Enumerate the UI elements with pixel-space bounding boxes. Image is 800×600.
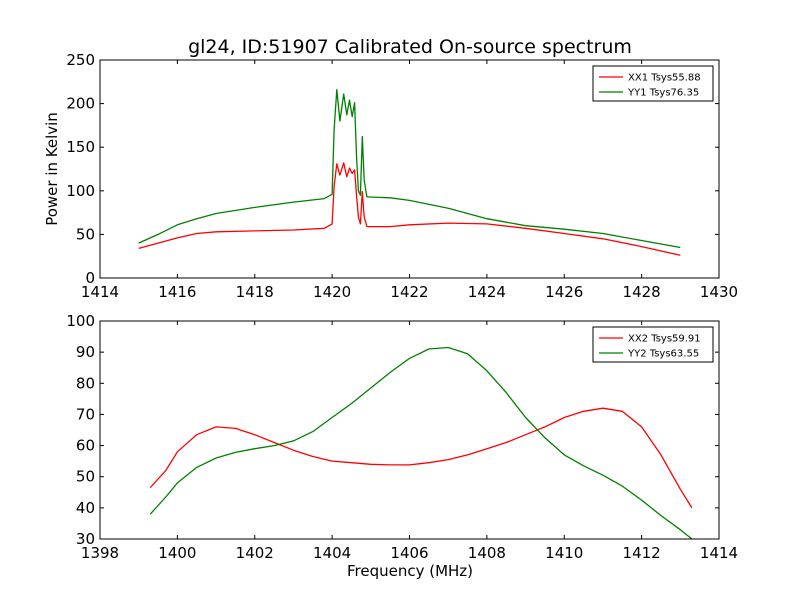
bottom-x-tick-label: 1398 [81,544,119,562]
bottom-y-tick-label: 90 [76,343,95,361]
top-y-axis-label: Power in Kelvin [43,112,61,226]
top-panel: 1414 1416 1418 1420 1422 1424 1426 1428 1430 0 50 1… [66,51,738,301]
top-y-tick-label: 250 [66,51,95,69]
bottom-y-tick-label: 70 [76,405,95,423]
top-x-tick-label: 1430 [700,283,738,301]
top-x-tick-label: 1426 [545,283,583,301]
top-y-tick-label: 200 [66,95,95,113]
chart-title: gl24, ID:51907 Calibrated On-source spec… [188,36,632,58]
bottom-legend-box [592,326,714,363]
bottom-series-line-1 [149,407,693,509]
bottom-y-tick-label: 50 [76,468,95,486]
bottom-legend-label-2: YY2 Tsys63.55 [627,349,699,360]
top-x-tick-label: 1422 [390,283,428,301]
top-legend-label-2: YY1 Tsys76.35 [627,88,699,99]
bottom-panel: 1398 1400 1402 1404 1406 1408 1410 1412 1414 30 40… [66,312,738,562]
top-y-tick-label: 100 [66,182,95,200]
top-legend-box [592,65,714,102]
top-x-tick-label: 1420 [313,283,351,301]
bottom-x-axis-label: Frequency (MHz) [347,562,473,580]
bottom-x-tick-label: 1402 [236,544,274,562]
bottom-x-tick-label: 1414 [700,544,738,562]
bottom-legend-label-1: XX2 Tsys59.91 [628,334,701,345]
bottom-x-tick-label: 1404 [313,544,351,562]
bottom-y-tick-label: 80 [76,374,95,392]
bottom-y-tick-label: 60 [76,437,95,455]
top-legend: XX1 Tsys55.88 YY1 Tsys76.35 [592,65,714,102]
bottom-y-tick-label: 100 [66,312,95,330]
top-x-tick-label: 1424 [468,283,506,301]
top-x-tick-label: 1428 [623,283,661,301]
bottom-y-tick-label: 30 [76,530,95,548]
top-y-tick-label: 50 [76,225,95,243]
bottom-x-tick-label: 1406 [390,544,428,562]
top-x-tick-label: 1418 [236,283,274,301]
top-x-tick-label: 1414 [81,283,119,301]
top-series-line-1 [138,162,681,256]
bottom-x-tick-label: 1410 [545,544,583,562]
top-series-line-2 [138,88,681,249]
bottom-x-tick-label: 1400 [158,544,196,562]
top-legend-label-1: XX1 Tsys55.88 [628,73,701,84]
bottom-legend: XX2 Tsys59.91 YY2 Tsys63.55 [592,326,714,363]
top-y-tick-label: 150 [66,138,95,156]
bottom-x-tick-label: 1412 [623,544,661,562]
bottom-series-line-2 [149,346,693,539]
top-x-tick-label: 1416 [158,283,196,301]
bottom-y-tick-label: 40 [76,499,95,517]
top-y-tick-label: 0 [85,269,95,287]
bottom-x-tick-label: 1408 [468,544,506,562]
